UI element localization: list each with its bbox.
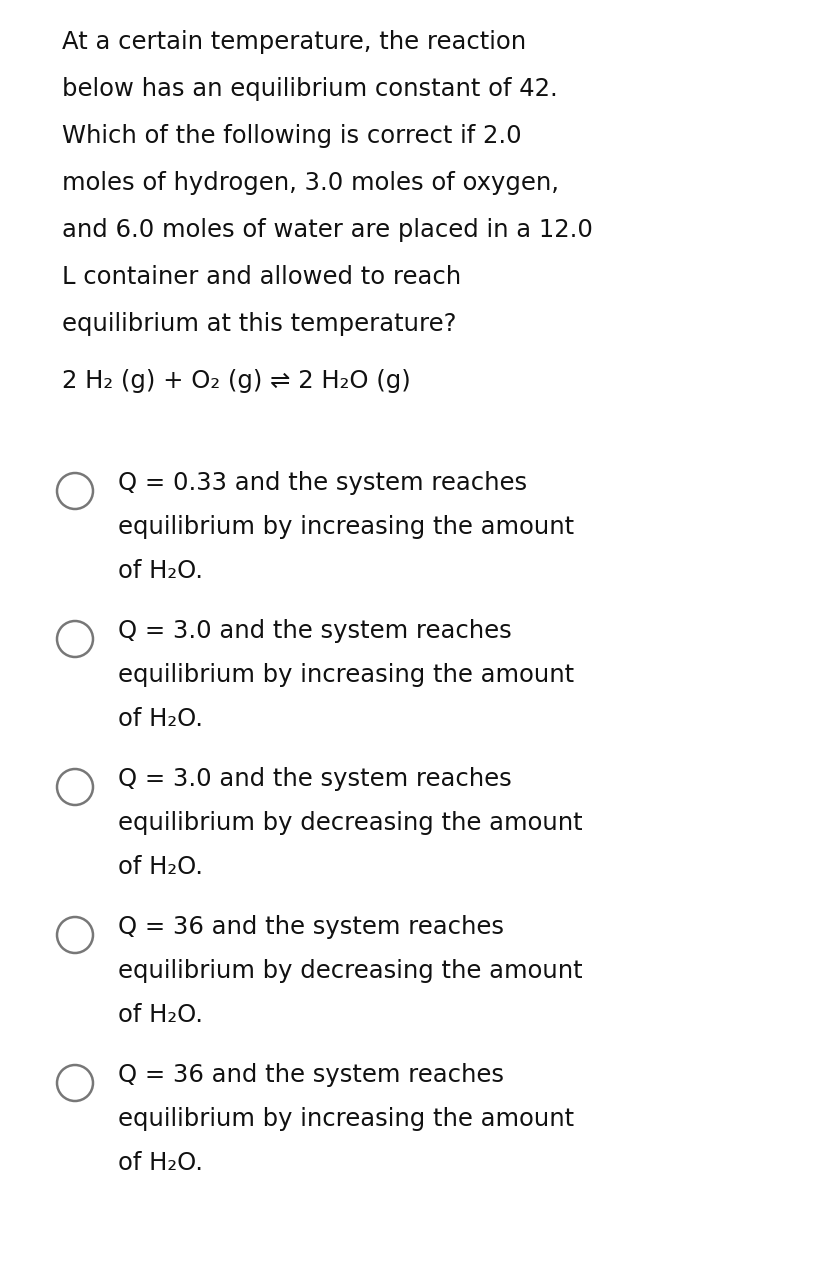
Text: Which of the following is correct if 2.0: Which of the following is correct if 2.0 <box>62 124 522 148</box>
Text: equilibrium by decreasing the amount: equilibrium by decreasing the amount <box>118 959 583 983</box>
Text: equilibrium at this temperature?: equilibrium at this temperature? <box>62 312 457 336</box>
Text: equilibrium by increasing the amount: equilibrium by increasing the amount <box>118 1106 574 1130</box>
Text: equilibrium by increasing the amount: equilibrium by increasing the amount <box>118 663 574 687</box>
Text: equilibrium by increasing the amount: equilibrium by increasing the amount <box>118 515 574 539</box>
Text: and 6.0 moles of water are placed in a 12.0: and 6.0 moles of water are placed in a 1… <box>62 218 593 242</box>
Text: At a certain temperature, the reaction: At a certain temperature, the reaction <box>62 30 526 54</box>
Text: 2 H₂ (g) + O₂ (g) ⇌ 2 H₂O (g): 2 H₂ (g) + O₂ (g) ⇌ 2 H₂O (g) <box>62 369 411 393</box>
Text: Q = 0.33 and the system reaches: Q = 0.33 and the system reaches <box>118 471 527 495</box>
Text: of H₂O.: of H₂O. <box>118 707 203 731</box>
Text: Q = 36 and the system reaches: Q = 36 and the system reaches <box>118 914 504 938</box>
Text: of H₂O.: of H₂O. <box>118 1003 203 1027</box>
Text: L container and allowed to reach: L container and allowed to reach <box>62 265 461 289</box>
Text: equilibrium by decreasing the amount: equilibrium by decreasing the amount <box>118 811 583 835</box>
Text: of H₂O.: of H₂O. <box>118 1151 203 1175</box>
Text: of H₂O.: of H₂O. <box>118 560 203 584</box>
Text: Q = 36 and the system reaches: Q = 36 and the system reaches <box>118 1063 504 1087</box>
Text: Q = 3.0 and the system reaches: Q = 3.0 and the system reaches <box>118 619 512 643</box>
Text: below has an equilibrium constant of 42.: below has an equilibrium constant of 42. <box>62 77 557 101</box>
Text: moles of hydrogen, 3.0 moles of oxygen,: moles of hydrogen, 3.0 moles of oxygen, <box>62 171 559 195</box>
Text: Q = 3.0 and the system reaches: Q = 3.0 and the system reaches <box>118 767 512 791</box>
Text: of H₂O.: of H₂O. <box>118 855 203 879</box>
